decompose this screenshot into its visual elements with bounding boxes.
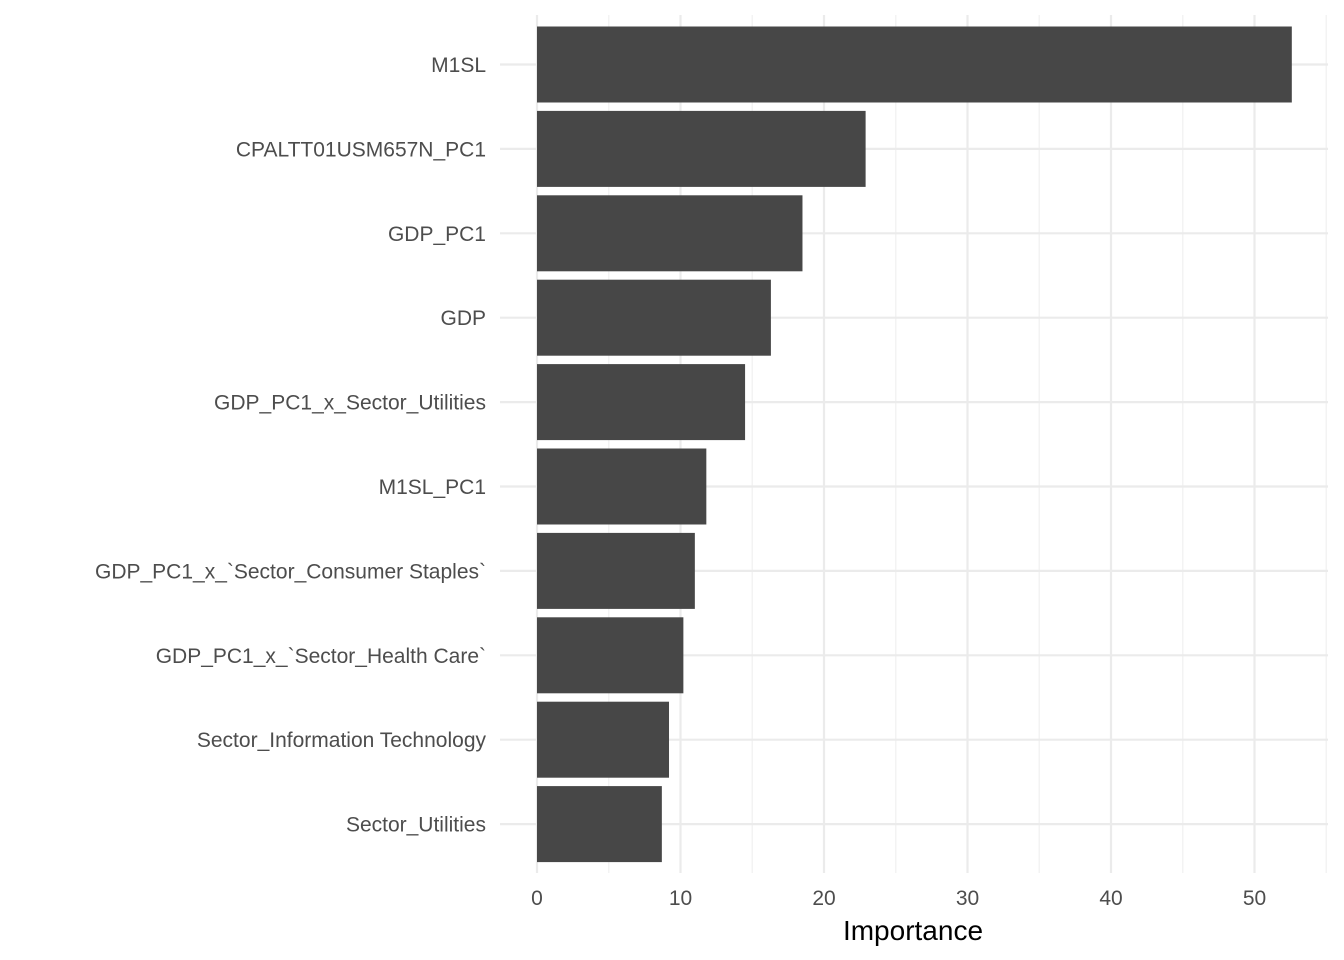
x-tick-label: 50: [1243, 887, 1266, 910]
bar: [537, 26, 1292, 103]
bar: [537, 279, 771, 356]
y-tick-label: M1SL: [431, 54, 486, 77]
bar: [537, 364, 746, 441]
y-tick-label: CPALTT01USM657N_PC1: [236, 138, 486, 161]
x-tick-label: 40: [1099, 887, 1122, 910]
y-tick-label: GDP: [440, 307, 486, 330]
x-axis-labels: 0 10 20 30 40 50: [531, 887, 1266, 910]
y-tick-label: GDP_PC1_x_`Sector_Consumer Staples`: [95, 560, 486, 583]
bar: [537, 786, 662, 863]
y-tick-label: GDP_PC1_x_Sector_Utilities: [214, 392, 486, 415]
y-axis-labels: M1SL CPALTT01USM657N_PC1 GDP_PC1 GDP GDP_PC1…: [95, 54, 487, 837]
y-tick-label: M1SL_PC1: [379, 476, 486, 499]
bar: [537, 617, 684, 694]
bar: [537, 110, 866, 187]
x-tick-label: 0: [531, 887, 543, 910]
x-tick-label: 10: [669, 887, 692, 910]
bar: [537, 701, 670, 778]
bar-layer: [537, 26, 1292, 863]
y-tick-label: GDP_PC1_x_`Sector_Health Care`: [156, 645, 486, 668]
x-axis-title: Importance: [843, 915, 983, 946]
y-tick-label: Sector_Information Technology: [197, 729, 487, 752]
x-tick-label: 30: [956, 887, 979, 910]
bar: [537, 532, 695, 609]
bar: [537, 195, 803, 272]
y-tick-label: GDP_PC1: [388, 223, 486, 246]
bar: [537, 448, 707, 525]
y-tick-label: Sector_Utilities: [346, 814, 486, 837]
x-tick-label: 20: [812, 887, 835, 910]
